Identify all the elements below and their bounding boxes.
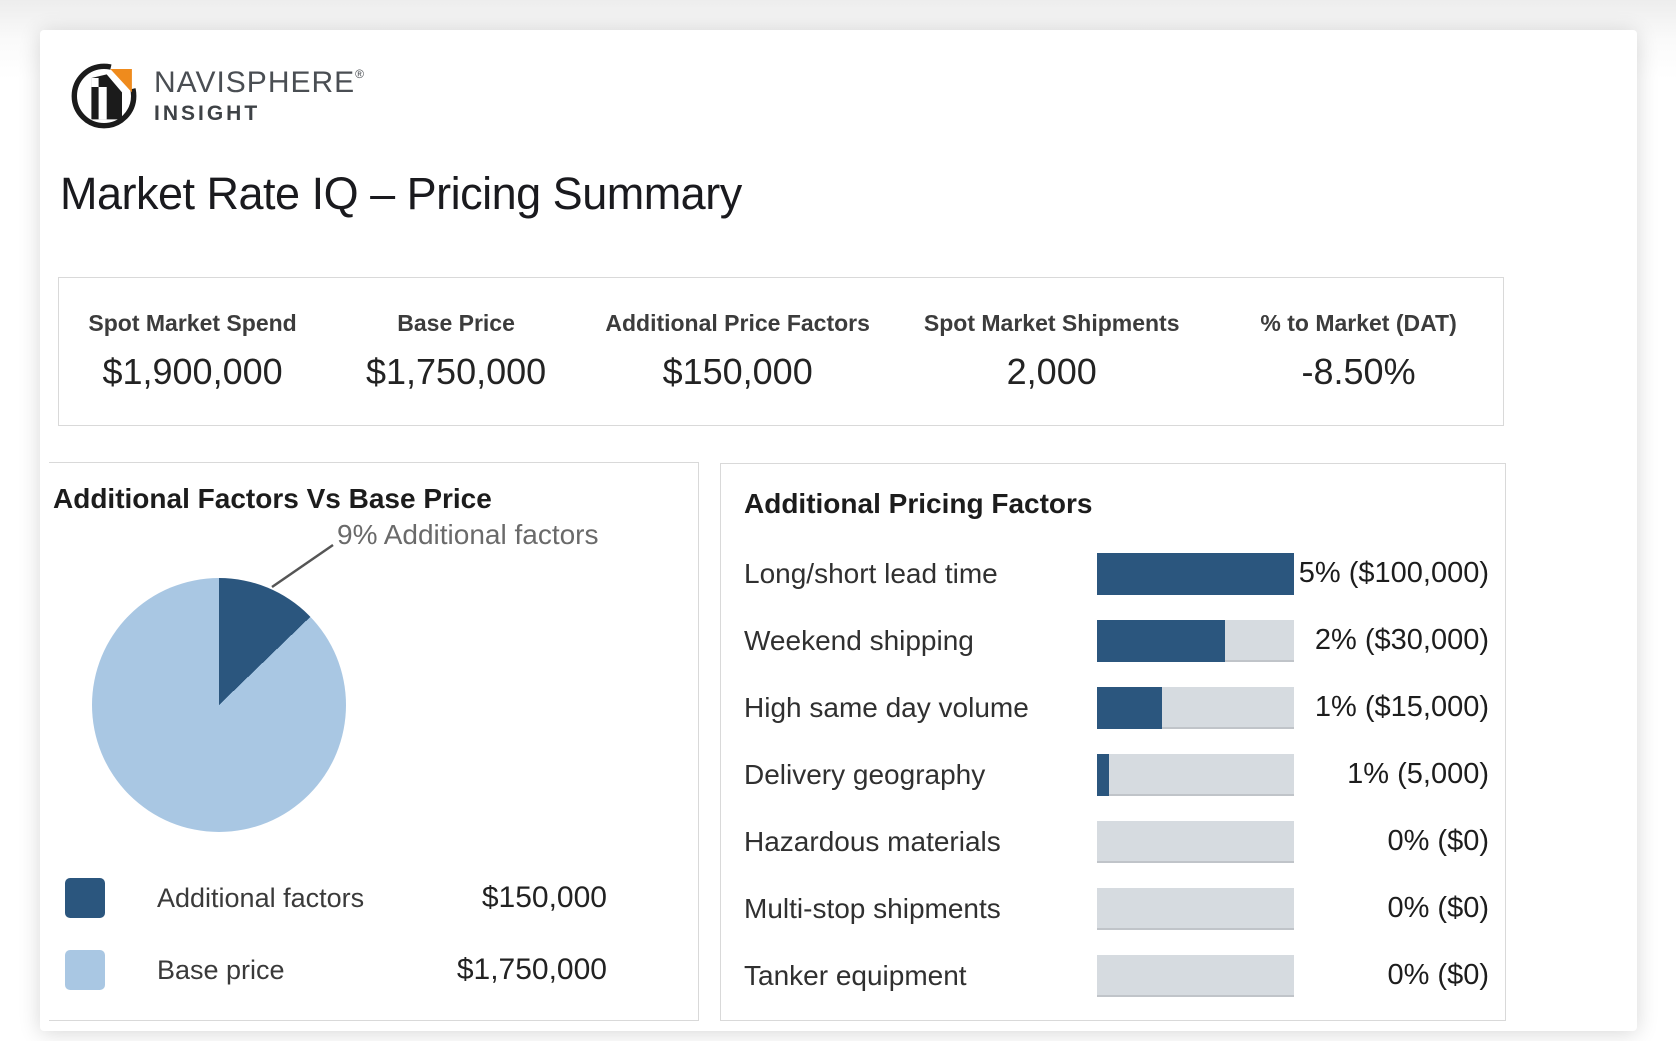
bar-row-delivery-geography: Delivery geography 1% (5,000) xyxy=(744,741,1489,808)
pie-chart-panel: Additional Factors Vs Base Price 9% Addi… xyxy=(49,462,699,1021)
bar-track xyxy=(1097,887,1294,930)
bar-row-label: Tanker equipment xyxy=(744,959,967,991)
bar-track xyxy=(1097,954,1294,997)
pie-legend: Additional factors $150,000 Base price $… xyxy=(65,877,665,1021)
bar-track xyxy=(1097,820,1294,863)
bar-row-value: 0% ($0) xyxy=(1387,825,1489,857)
legend-item-base-price: Base price $1,750,000 xyxy=(65,949,665,991)
brand-name: NAVISPHERE® xyxy=(154,66,366,99)
pie-chart-title: Additional Factors Vs Base Price xyxy=(53,483,492,514)
kpi-value: $1,750,000 xyxy=(365,351,547,392)
kpi-value: $150,000 xyxy=(662,351,813,392)
bar-row-weekend-shipping: Weekend shipping 2% ($30,000) xyxy=(744,607,1489,674)
legend-value: $150,000 xyxy=(481,881,607,914)
bar-row-value: 1% (5,000) xyxy=(1347,758,1489,790)
bar-row-label: Long/short lead time xyxy=(744,557,998,589)
bar-fill xyxy=(1097,686,1162,729)
kpi-spot-market-shipments: Spot Market Shipments 2,000 xyxy=(889,310,1214,393)
bar-chart-title: Additional Pricing Factors xyxy=(744,488,1093,519)
kpi-strip: Spot Market Spend $1,900,000 Base Price … xyxy=(58,277,1504,426)
legend-label: Base price xyxy=(157,954,285,985)
navisphere-logo: NAVISPHERE® INSIGHT xyxy=(68,60,365,132)
bar-track xyxy=(1097,552,1294,595)
navisphere-logo-icon xyxy=(71,60,140,129)
bar-fill xyxy=(1097,552,1294,595)
bar-row-high-same-day-volume: High same day volume 1% ($15,000) xyxy=(744,674,1489,741)
brand-subname: INSIGHT xyxy=(154,102,261,125)
bar-row-label: Hazardous materials xyxy=(744,825,1001,857)
kpi-spot-market-spend: Spot Market Spend $1,900,000 xyxy=(59,310,326,393)
pie-chart xyxy=(92,578,346,832)
legend-item-additional-factors: Additional factors $150,000 xyxy=(65,877,665,919)
kpi-label: % to Market (DAT) xyxy=(1260,310,1457,336)
navisphere-logo-text: NAVISPHERE® INSIGHT xyxy=(154,66,365,126)
kpi-value: $1,900,000 xyxy=(102,351,283,392)
bar-row-value: 5% ($100,000) xyxy=(1298,557,1489,589)
bar-row-value: 0% ($0) xyxy=(1387,959,1489,991)
kpi-base-price: Base Price $1,750,000 xyxy=(326,310,586,393)
kpi-label: Base Price xyxy=(397,310,515,336)
bar-row-label: High same day volume xyxy=(744,691,1029,723)
bar-row-long-short-lead-time: Long/short lead time 5% ($100,000) xyxy=(744,540,1489,607)
bar-track xyxy=(1097,619,1294,662)
legend-swatch-light xyxy=(65,950,105,990)
kpi-value: 2,000 xyxy=(1006,351,1097,392)
kpi-label: Spot Market Shipments xyxy=(923,310,1180,336)
page-title: Market Rate IQ – Pricing Summary xyxy=(60,168,742,219)
bar-row-hazardous-materials: Hazardous materials 0% ($0) xyxy=(744,808,1489,875)
bar-row-label: Delivery geography xyxy=(744,758,986,790)
kpi-pct-to-market-dat: % to Market (DAT) -8.50% xyxy=(1214,310,1503,393)
bar-track xyxy=(1097,753,1294,796)
bar-row-label: Weekend shipping xyxy=(744,624,974,656)
bar-row-value: 0% ($0) xyxy=(1387,892,1489,924)
bar-row-label: Multi-stop shipments xyxy=(744,892,1001,924)
bar-chart-rows: Long/short lead time 5% ($100,000) Weeke… xyxy=(744,540,1489,1009)
bar-fill xyxy=(1097,753,1109,796)
bar-chart-panel: Additional Pricing Factors Long/short le… xyxy=(720,463,1506,1021)
bar-row-value: 1% ($15,000) xyxy=(1314,691,1489,723)
legend-value: $1,750,000 xyxy=(456,953,607,986)
kpi-label: Spot Market Spend xyxy=(88,310,297,336)
report-card: NAVISPHERE® INSIGHT Market Rate IQ – Pri… xyxy=(40,30,1637,1031)
bar-fill xyxy=(1097,619,1226,662)
pie-annotation-label: 9% Additional factors xyxy=(337,519,599,550)
kpi-value: -8.50% xyxy=(1301,351,1416,392)
bar-row-tanker-equipment: Tanker equipment 0% ($0) xyxy=(744,942,1489,1009)
kpi-additional-price-factors: Additional Price Factors $150,000 xyxy=(586,310,889,393)
bar-row-value: 2% ($30,000) xyxy=(1314,624,1489,656)
legend-swatch-dark xyxy=(65,878,105,918)
registered-mark: ® xyxy=(355,67,366,81)
kpi-label: Additional Price Factors xyxy=(605,310,870,336)
bar-track xyxy=(1097,686,1294,729)
legend-label: Additional factors xyxy=(157,882,365,913)
bar-row-multi-stop-shipments: Multi-stop shipments 0% ($0) xyxy=(744,875,1489,942)
